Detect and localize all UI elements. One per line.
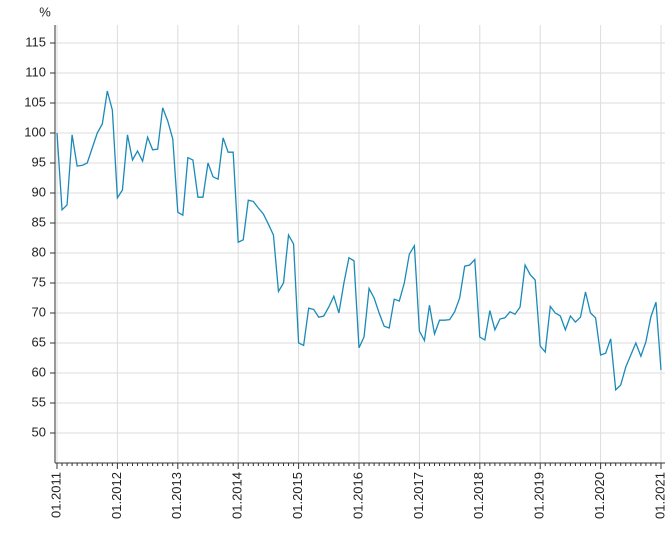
y-tick-label: 110 xyxy=(25,64,46,79)
y-tick-label: 70 xyxy=(32,304,46,319)
x-tick-label: 01.2012 xyxy=(109,472,124,519)
x-tick-label: 01.2021 xyxy=(652,472,667,519)
y-tick-label: 55 xyxy=(32,394,46,409)
y-tick-label: 75 xyxy=(32,274,46,289)
y-tick-label: 95 xyxy=(32,154,46,169)
y-tick-label: 85 xyxy=(32,214,46,229)
x-tick-label: 01.2015 xyxy=(290,472,305,519)
y-tick-label: 105 xyxy=(24,94,46,109)
y-axis-label: % xyxy=(39,4,51,19)
x-tick-label: 01.2016 xyxy=(350,472,365,519)
data-line xyxy=(56,90,662,392)
y-tick-label: 65 xyxy=(32,334,46,349)
x-tick-label: 01.2014 xyxy=(230,472,245,519)
x-tick-label: 01.2013 xyxy=(169,472,184,519)
y-tick-label: 90 xyxy=(32,184,46,199)
x-tick-label: 01.2018 xyxy=(471,472,486,519)
x-tick-label: 01.2019 xyxy=(532,472,547,519)
y-tick-label: 80 xyxy=(32,244,46,259)
x-tick-label: 01.2011 xyxy=(48,472,63,518)
y-tick-label: 115 xyxy=(25,34,46,49)
x-tick-label: 01.2020 xyxy=(592,472,607,519)
x-tick-label: 01.2017 xyxy=(411,472,426,519)
y-tick-label: 50 xyxy=(32,424,46,439)
y-tick-label: 100 xyxy=(24,124,46,139)
y-tick-label: 60 xyxy=(32,364,46,379)
